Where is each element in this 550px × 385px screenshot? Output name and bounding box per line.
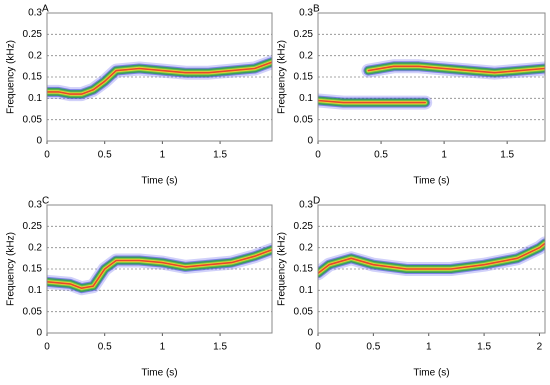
y-tick-label: 0.3 [299,200,313,211]
y-tick-label: 0 [307,328,313,339]
x-tick-label: 1 [160,342,166,353]
y-tick-label: 0.2 [299,242,313,253]
plot-area [47,55,272,102]
spectrogram-contour [318,242,545,275]
y-tick-label: 0.1 [299,93,313,104]
x-tick-label: 1.5 [500,150,514,161]
y-tick-label: 0.05 [23,114,43,125]
plot-frame [46,204,273,334]
spectrogram-contour [47,61,272,95]
plot-frame [317,12,546,142]
y-axis-label: Frequency (kHz) [277,40,288,114]
y-tick-label: 0 [307,136,313,147]
x-tick-label: 1.5 [213,342,227,353]
y-tick-label: 0.2 [28,50,42,61]
plot-area [318,236,545,281]
y-tick-label: 0 [36,328,42,339]
x-tick-label: 0.5 [374,150,388,161]
x-axis-label: Time (s) [141,368,177,379]
y-tick-label: 0.25 [294,29,314,40]
x-axis-label: Time (s) [413,176,449,187]
y-axis-label: Frequency (kHz) [6,40,17,114]
y-tick-label: 0.1 [28,93,42,104]
x-tick-label: 0.5 [98,342,112,353]
panel: 0 0.05 0.1 0.15 0.2 0.25 0.3 0 0.5 1 1.5 A Time (s) F… [6,4,273,187]
panel: 0 0.05 0.1 0.15 0.2 0.25 0.3 0 0.5 1 1.5 B Time (s) F… [277,4,546,187]
y-tick-label: 0 [36,136,42,147]
x-axis-label: Time (s) [413,368,449,379]
spectrogram-contour [318,65,545,104]
x-tick-label: 0.5 [366,342,380,353]
y-tick-label: 0.3 [299,8,313,19]
y-tick-label: 0.05 [294,306,314,317]
panel: 0 0.05 0.1 0.15 0.2 0.25 0.3 0 0.5 1 1.5 C Time (s) F… [6,196,273,379]
y-tick-label: 0.25 [294,221,314,232]
x-tick-label: 2 [537,342,543,353]
x-tick-label: 0 [44,150,50,161]
y-tick-label: 0.15 [294,72,314,83]
y-tick-label: 0.1 [299,285,313,296]
panel-label: D [313,196,320,207]
y-tick-label: 0.05 [23,306,43,317]
panel: 0 0.05 0.1 0.15 0.2 0.25 0.3 0 0.5 1 1.5 2 D Time (s)… [277,196,546,379]
y-tick-label: 0.15 [23,264,43,275]
x-tick-label: 1.5 [213,150,227,161]
plot-frame [317,204,546,334]
y-tick-label: 0.1 [28,285,42,296]
y-axis-label: Frequency (kHz) [6,232,17,306]
y-tick-label: 0.15 [294,264,314,275]
x-tick-label: 0 [315,150,321,161]
plot-area [318,59,545,110]
y-tick-label: 0.2 [299,50,313,61]
x-tick-label: 1 [426,342,432,353]
y-tick-label: 0.05 [294,114,314,125]
x-tick-label: 1 [160,150,166,161]
panel-label: A [42,4,49,15]
panel-label: C [42,196,49,207]
y-tick-label: 0.15 [23,72,43,83]
y-tick-label: 0.2 [28,242,42,253]
y-tick-label: 0.25 [23,221,43,232]
x-tick-label: 0.5 [98,150,112,161]
x-axis-label: Time (s) [141,176,177,187]
spectrogram-contour [47,249,272,289]
x-tick-label: 0 [44,342,50,353]
y-tick-label: 0.3 [28,200,42,211]
x-tick-label: 1.5 [477,342,491,353]
x-tick-label: 1 [441,150,447,161]
y-axis-label: Frequency (kHz) [277,232,288,306]
panel-label: B [313,4,320,15]
x-tick-label: 0 [315,342,321,353]
y-tick-label: 0.3 [28,8,42,19]
plot-frame [46,12,273,142]
plot-area [47,242,272,296]
y-tick-label: 0.25 [23,29,43,40]
